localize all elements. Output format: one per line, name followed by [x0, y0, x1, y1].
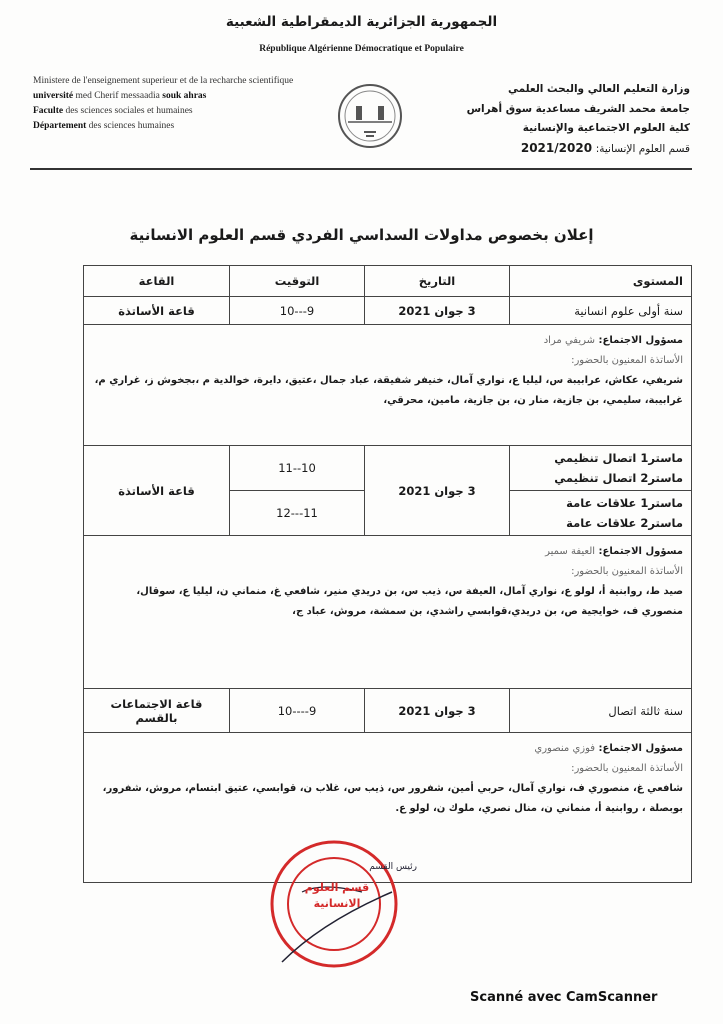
header-divider — [30, 168, 692, 170]
schedule-table: المستوى التاريخ التوقيت القاعة سنة أولى … — [83, 265, 692, 883]
header-date: التاريخ — [364, 265, 510, 297]
header-right-ar: وزارة التعليم العالي والبحث العلمي جامعة… — [430, 80, 690, 159]
university-ar: جامعة محمد الشريف مساعدية سوق أهراس — [466, 102, 690, 115]
room-cell: قاعة الأساتذة — [83, 296, 230, 325]
stamp-text: قسم العلوم الانسانية — [304, 881, 370, 910]
attendees-label: الأساتذة المعنيون بالحضور: — [571, 763, 683, 774]
level-cell: ماستر1 اتصال تنظيمي ماستر2 اتصال تنظيمي — [509, 445, 692, 491]
responsible: فوزي منصوري — [534, 743, 596, 754]
department-ar: قسم العلوم الإنسانية: 2021/2020 — [520, 140, 690, 155]
faculty-fr: Faculte des sciences sociales et humaine… — [33, 106, 193, 116]
level-cell: ماستر1 علاقات عامة ماستر2 علاقات عامة — [509, 490, 692, 536]
table-row: سنة أولى علوم انسانية 3 جوان 2021 9---10… — [83, 296, 692, 325]
attendees-block: مسؤول الاجتماع: العيفة سمير الأساتذة الم… — [83, 535, 692, 689]
attendees-label: الأساتذة المعنيون بالحضور: — [571, 355, 683, 366]
camscanner-footer: Scanné avec CamScanner — [470, 990, 658, 1005]
time-cell: 11---12 — [229, 490, 365, 536]
header-room: القاعة — [83, 265, 230, 297]
ministry-ar: وزارة التعليم العالي والبحث العلمي — [507, 83, 690, 95]
table-row: ماستر1 اتصال تنظيمي ماستر2 اتصال تنظيمي 3… — [83, 445, 692, 536]
header-left-fr: Ministere de l'enseignement superieur et… — [33, 74, 343, 134]
ministry-fr: Ministere de l'enseignement superieur et… — [33, 76, 294, 86]
attendees-block: مسؤول الاجتماع: فوزي منصوري الأساتذة الم… — [83, 732, 692, 883]
header-time: التوقيت — [229, 265, 365, 297]
republic-title-fr: République Algérienne Démocratique et Po… — [259, 44, 464, 54]
attendees-row: مسؤول الاجتماع: فوزي منصوري الأساتذة الم… — [83, 732, 692, 883]
attendees-list: شريفي، عكاش، عرابيبة س، ليليا ع، نواري آ… — [94, 375, 683, 406]
attendees-label: الأساتذة المعنيون بالحضور: — [571, 566, 683, 577]
date-cell: 3 جوان 2021 — [364, 296, 510, 325]
attendees-row: مسؤول الاجتماع: العيفة سمير الأساتذة الم… — [83, 535, 692, 689]
republic-title-ar: الجمهورية الجزائرية الديمقراطية الشعبية — [225, 14, 498, 30]
time-cell: 10--11 — [229, 445, 365, 491]
attendees-list: صيد ط، روابنية أ، لولو ع، نواري آمال، ال… — [136, 586, 683, 617]
faculty-ar: كلية العلوم الاجتماعية والإنسانية — [522, 122, 690, 134]
responsible: شريفي مراد — [543, 335, 596, 346]
date-cell: 3 جوان 2021 — [364, 445, 510, 536]
table-row: سنة ثالثة اتصال 3 جوان 2021 9----10 قاعة… — [83, 688, 692, 733]
attendees-list: شافعي غ، منصوري ف، نواري آمال، حربي أمين… — [102, 783, 683, 814]
room-cell: قاعة الأساتذة — [83, 445, 230, 536]
table-header-row: المستوى التاريخ التوقيت القاعة — [83, 265, 692, 297]
level-cell: سنة أولى علوم انسانية — [509, 296, 692, 325]
signature-label: رئيس القسم — [369, 862, 417, 872]
department-stamp: قسم العلوم الانسانية رئيس القسم — [262, 832, 417, 977]
attendees-block: مسؤول الاجتماع: شريفي مراد الأساتذة المع… — [83, 324, 692, 446]
level-cell: سنة ثالثة اتصال — [509, 688, 692, 733]
header-level: المستوى — [509, 265, 692, 297]
time-cell: 9---10 — [229, 296, 365, 325]
attendees-row: مسؤول الاجتماع: شريفي مراد الأساتذة المع… — [83, 324, 692, 446]
responsible: العيفة سمير — [545, 546, 596, 557]
department-fr: Département des sciences humaines — [33, 121, 175, 131]
room-cell: قاعة الاجتماعات بالقسم — [83, 688, 230, 733]
university-logo — [336, 82, 404, 150]
announcement-title: إعلان بخصوص مداولات السداسي الفردي قسم ا… — [129, 226, 594, 244]
time-cell: 9----10 — [229, 688, 365, 733]
university-fr: université med Cherif messaadia souk ahr… — [33, 91, 207, 101]
date-cell: 3 جوان 2021 — [364, 688, 510, 733]
